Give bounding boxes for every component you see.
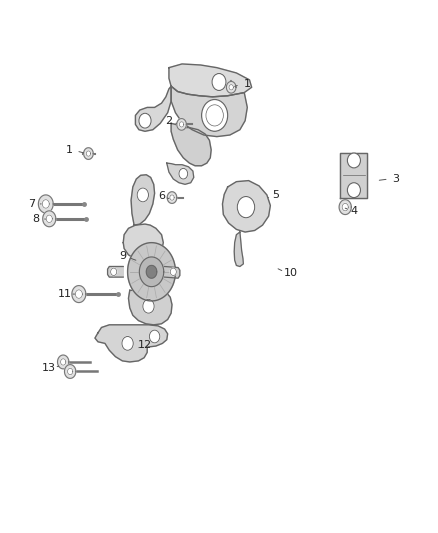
- Text: 7: 7: [28, 199, 35, 209]
- Polygon shape: [229, 85, 233, 90]
- Circle shape: [143, 300, 154, 313]
- Polygon shape: [146, 265, 157, 278]
- Polygon shape: [75, 290, 82, 298]
- Polygon shape: [171, 86, 247, 136]
- Polygon shape: [234, 232, 244, 266]
- Circle shape: [137, 188, 148, 202]
- Circle shape: [139, 114, 151, 128]
- Polygon shape: [127, 243, 176, 301]
- Circle shape: [179, 168, 187, 179]
- Text: 5: 5: [272, 190, 279, 200]
- Polygon shape: [339, 200, 351, 215]
- Polygon shape: [167, 192, 177, 204]
- Text: 1: 1: [65, 145, 72, 155]
- Polygon shape: [72, 286, 86, 303]
- Text: 3: 3: [392, 174, 399, 184]
- Polygon shape: [131, 175, 155, 225]
- Text: 9: 9: [119, 251, 126, 261]
- Polygon shape: [67, 368, 73, 375]
- Polygon shape: [171, 123, 211, 166]
- Text: 1: 1: [244, 78, 251, 88]
- Ellipse shape: [347, 183, 360, 198]
- Polygon shape: [60, 359, 66, 365]
- Circle shape: [149, 330, 160, 343]
- Polygon shape: [226, 82, 236, 93]
- Ellipse shape: [347, 153, 360, 168]
- Polygon shape: [57, 355, 69, 369]
- Circle shape: [111, 268, 117, 276]
- Polygon shape: [108, 266, 123, 277]
- Polygon shape: [223, 181, 270, 232]
- Polygon shape: [86, 151, 91, 156]
- Polygon shape: [169, 64, 252, 97]
- Polygon shape: [123, 224, 163, 261]
- Text: 2: 2: [166, 116, 173, 126]
- Circle shape: [237, 197, 254, 217]
- Text: 8: 8: [33, 214, 40, 224]
- Polygon shape: [167, 163, 194, 184]
- Text: 13: 13: [42, 364, 55, 373]
- Polygon shape: [170, 195, 174, 200]
- Polygon shape: [64, 365, 76, 378]
- Polygon shape: [342, 204, 348, 211]
- Text: 10: 10: [284, 269, 298, 278]
- Polygon shape: [177, 118, 186, 130]
- Polygon shape: [135, 86, 171, 131]
- Circle shape: [201, 100, 228, 131]
- Text: 12: 12: [138, 340, 152, 350]
- Polygon shape: [340, 153, 367, 198]
- Circle shape: [122, 336, 133, 350]
- Polygon shape: [128, 288, 172, 325]
- Polygon shape: [139, 257, 164, 287]
- Polygon shape: [42, 200, 49, 208]
- Circle shape: [212, 74, 226, 91]
- Text: 11: 11: [57, 289, 71, 299]
- Text: 4: 4: [350, 206, 357, 216]
- Polygon shape: [165, 266, 180, 278]
- Circle shape: [170, 268, 177, 276]
- Polygon shape: [84, 148, 93, 159]
- Polygon shape: [39, 195, 53, 213]
- Polygon shape: [95, 325, 168, 362]
- Polygon shape: [46, 215, 52, 222]
- Polygon shape: [43, 211, 56, 227]
- Polygon shape: [180, 122, 184, 127]
- Text: 6: 6: [158, 191, 165, 201]
